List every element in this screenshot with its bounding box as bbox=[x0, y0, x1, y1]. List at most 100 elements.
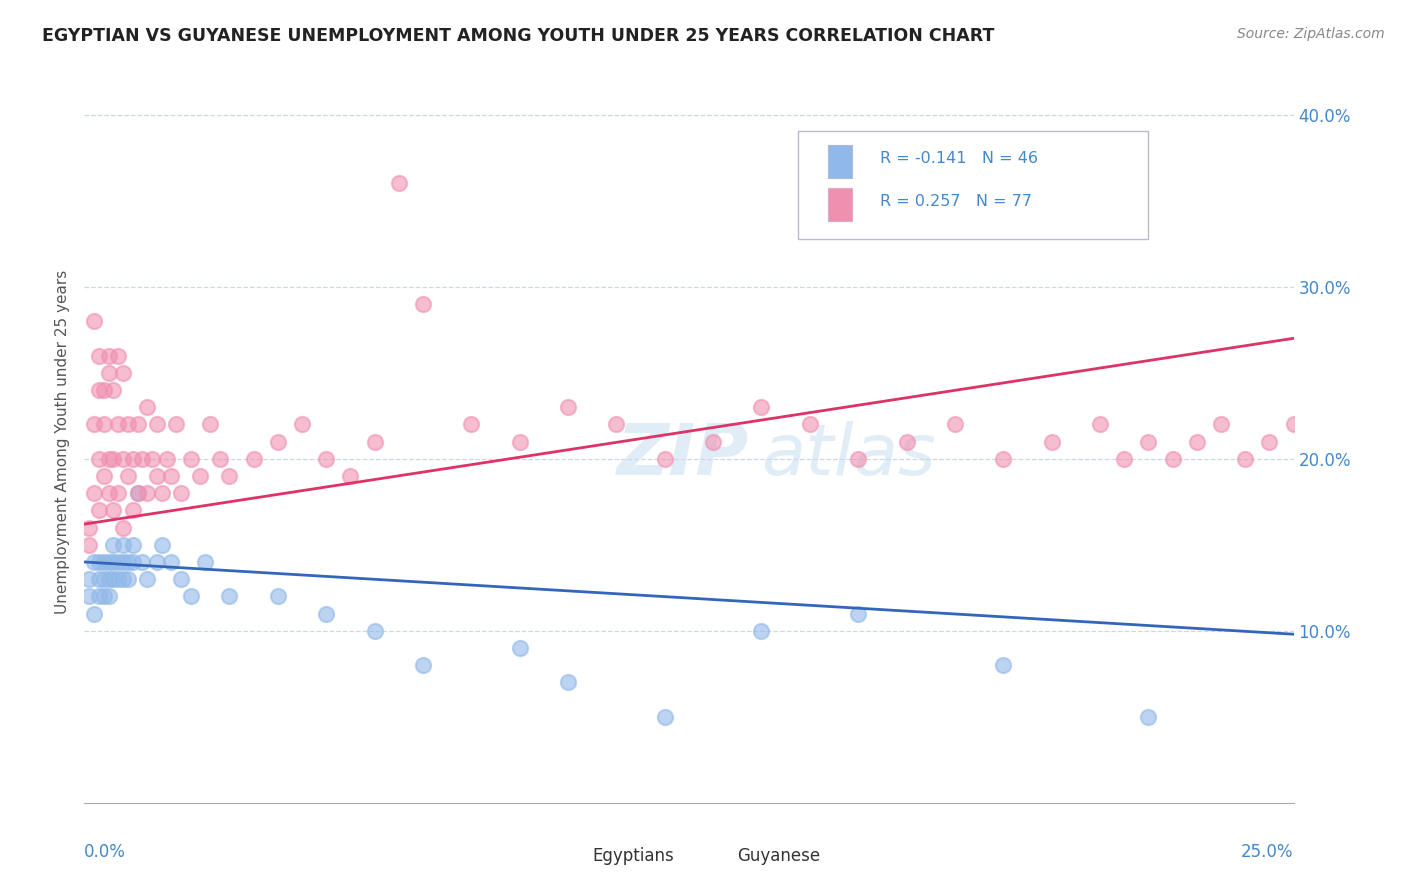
Point bbox=[339, 469, 361, 483]
Point bbox=[87, 383, 110, 397]
Point bbox=[97, 572, 120, 586]
Point bbox=[87, 572, 110, 586]
Point bbox=[97, 486, 120, 500]
Text: EGYPTIAN VS GUYANESE UNEMPLOYMENT AMONG YOUTH UNDER 25 YEARS CORRELATION CHART: EGYPTIAN VS GUYANESE UNEMPLOYMENT AMONG … bbox=[42, 27, 994, 45]
Point bbox=[388, 177, 411, 191]
Point bbox=[121, 555, 143, 569]
Point bbox=[141, 451, 163, 466]
Point bbox=[194, 555, 217, 569]
Point bbox=[112, 555, 135, 569]
Point bbox=[112, 572, 135, 586]
Point bbox=[198, 417, 221, 432]
Point bbox=[103, 555, 125, 569]
Point bbox=[107, 486, 129, 500]
Point bbox=[993, 451, 1015, 466]
Point bbox=[87, 590, 110, 604]
Point bbox=[1137, 434, 1160, 449]
Point bbox=[702, 434, 724, 449]
Point bbox=[117, 417, 139, 432]
Point bbox=[77, 538, 100, 552]
Point bbox=[112, 366, 135, 380]
Point bbox=[136, 400, 159, 414]
Point bbox=[93, 383, 115, 397]
Point bbox=[363, 624, 385, 638]
Point bbox=[654, 710, 676, 724]
Y-axis label: Unemployment Among Youth under 25 years: Unemployment Among Youth under 25 years bbox=[55, 269, 70, 614]
Text: atlas: atlas bbox=[762, 422, 936, 491]
Point bbox=[77, 572, 100, 586]
Point bbox=[1040, 434, 1063, 449]
Point bbox=[146, 469, 169, 483]
Point bbox=[165, 417, 187, 432]
Point bbox=[1282, 417, 1305, 432]
Point bbox=[267, 434, 290, 449]
Point bbox=[291, 417, 314, 432]
Point bbox=[136, 572, 159, 586]
Point bbox=[112, 451, 135, 466]
Point bbox=[87, 503, 110, 517]
Point bbox=[460, 417, 482, 432]
FancyBboxPatch shape bbox=[550, 841, 583, 871]
Point bbox=[103, 503, 125, 517]
Point bbox=[97, 451, 120, 466]
Point bbox=[160, 555, 183, 569]
Point bbox=[1234, 451, 1257, 466]
Point bbox=[557, 675, 579, 690]
Point bbox=[87, 555, 110, 569]
Point bbox=[107, 417, 129, 432]
Point bbox=[242, 451, 264, 466]
Point bbox=[315, 451, 337, 466]
Point bbox=[846, 607, 869, 621]
Point bbox=[136, 486, 159, 500]
Point bbox=[1185, 434, 1208, 449]
Point bbox=[112, 520, 135, 534]
Point bbox=[103, 383, 125, 397]
Point bbox=[77, 590, 100, 604]
Point bbox=[412, 297, 434, 311]
FancyBboxPatch shape bbox=[828, 145, 852, 178]
Point bbox=[127, 417, 149, 432]
Point bbox=[77, 520, 100, 534]
Point bbox=[93, 590, 115, 604]
Point bbox=[117, 555, 139, 569]
Point bbox=[103, 538, 125, 552]
Point bbox=[160, 469, 183, 483]
Point bbox=[93, 555, 115, 569]
FancyBboxPatch shape bbox=[695, 841, 728, 871]
Point bbox=[267, 590, 290, 604]
Point bbox=[131, 451, 153, 466]
Point bbox=[97, 349, 120, 363]
Point bbox=[112, 538, 135, 552]
Text: ZIP: ZIP bbox=[617, 422, 749, 491]
Point bbox=[751, 400, 773, 414]
Point bbox=[605, 417, 627, 432]
Point bbox=[117, 469, 139, 483]
Point bbox=[93, 417, 115, 432]
Point bbox=[1114, 451, 1136, 466]
Point bbox=[107, 572, 129, 586]
Text: Guyanese: Guyanese bbox=[737, 847, 821, 865]
Point bbox=[208, 451, 231, 466]
Point bbox=[943, 417, 966, 432]
Point bbox=[117, 572, 139, 586]
Point bbox=[97, 366, 120, 380]
Text: R = 0.257   N = 77: R = 0.257 N = 77 bbox=[880, 194, 1032, 210]
Point bbox=[180, 451, 202, 466]
Point bbox=[150, 538, 173, 552]
FancyBboxPatch shape bbox=[797, 131, 1149, 239]
Point bbox=[146, 555, 169, 569]
Point bbox=[93, 469, 115, 483]
Point bbox=[97, 590, 120, 604]
Point bbox=[121, 538, 143, 552]
Text: 25.0%: 25.0% bbox=[1241, 843, 1294, 861]
Point bbox=[121, 503, 143, 517]
Point bbox=[103, 572, 125, 586]
Point bbox=[83, 486, 105, 500]
Point bbox=[896, 434, 918, 449]
Point bbox=[799, 417, 821, 432]
Point bbox=[1209, 417, 1232, 432]
Point bbox=[846, 451, 869, 466]
Point bbox=[121, 451, 143, 466]
Point bbox=[170, 572, 193, 586]
Point bbox=[131, 555, 153, 569]
